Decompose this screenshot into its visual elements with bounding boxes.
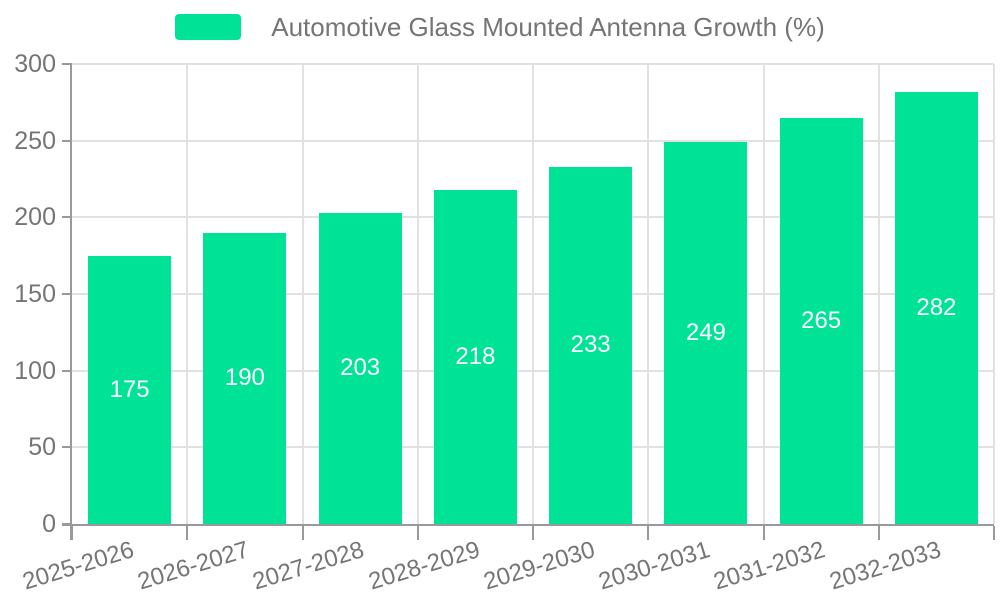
x-axis-tick-label: 2029-2030 [480, 536, 598, 596]
x-axis-tick-label: 2025-2026 [19, 536, 137, 596]
x-axis-tick-label: 2026-2027 [134, 536, 253, 596]
y-axis-line [70, 64, 72, 540]
gridline-vertical [647, 64, 650, 524]
bar-value-label: 282 [916, 293, 957, 321]
y-tick-mark [62, 523, 72, 525]
x-axis-tick-label: 2028-2029 [365, 536, 483, 596]
bar-value-label: 190 [224, 364, 265, 392]
bar[interactable]: 190 [203, 232, 287, 524]
gridline-vertical [532, 64, 534, 524]
bar[interactable]: 218 [433, 189, 517, 524]
bar[interactable]: 175 [88, 255, 172, 524]
x-tick-mark [877, 526, 880, 540]
y-tick-mark [62, 293, 72, 295]
bar[interactable]: 203 [318, 212, 402, 524]
gridline-vertical [762, 64, 765, 524]
x-axis-tick-label: 2027-2028 [249, 536, 368, 596]
x-axis-tick-label: 2032-2033 [826, 536, 944, 596]
bar-value-label: 249 [685, 319, 726, 347]
y-tick-mark [62, 369, 72, 372]
legend-label: Automotive Glass Mounted Antenna Growth … [271, 12, 825, 42]
bar[interactable]: 265 [779, 117, 863, 524]
x-axis-line [62, 524, 994, 526]
legend-marker-icon [175, 14, 242, 40]
y-axis-tick-label: 300 [14, 50, 56, 78]
bar-value-label: 203 [340, 354, 381, 382]
gridline-vertical [993, 64, 995, 524]
bar-value-label: 265 [801, 306, 842, 334]
bar[interactable]: 249 [664, 142, 748, 524]
x-axis-tick-label: 2030-2031 [595, 536, 714, 596]
bar-value-label: 233 [570, 331, 611, 359]
gridline-vertical [186, 64, 189, 524]
x-tick-mark [532, 526, 534, 540]
bar-value-label: 218 [455, 342, 496, 370]
y-axis-tick-label: 150 [14, 280, 56, 308]
x-tick-mark [301, 526, 304, 540]
x-axis-tick-label: 2031-2032 [710, 536, 829, 596]
y-axis-tick-label: 0 [42, 510, 56, 538]
x-tick-mark [993, 526, 995, 540]
x-tick-mark [647, 526, 650, 540]
plot-area: 175 190 203 218 233 249 265 282 [72, 63, 995, 524]
y-axis-tick-label: 250 [14, 126, 56, 155]
x-tick-mark [71, 526, 73, 540]
gridline-vertical [877, 64, 880, 524]
legend[interactable]: Automotive Glass Mounted Antenna Growth … [0, 14, 1000, 40]
bar[interactable]: 282 [894, 91, 978, 524]
gridline-vertical [301, 64, 304, 524]
y-axis-tick-label: 100 [14, 356, 56, 385]
y-tick-mark [62, 139, 72, 142]
y-tick-mark [62, 446, 72, 449]
x-tick-mark [186, 526, 189, 540]
x-tick-mark [762, 526, 765, 540]
y-axis-tick-label: 200 [14, 203, 56, 232]
y-tick-mark [62, 63, 72, 65]
y-axis-tick-label: 50 [28, 433, 56, 462]
y-tick-mark [62, 216, 72, 219]
bar-value-label: 175 [109, 375, 150, 403]
x-tick-mark [416, 526, 419, 540]
gridline-vertical [416, 64, 419, 524]
bar[interactable]: 233 [549, 166, 633, 524]
